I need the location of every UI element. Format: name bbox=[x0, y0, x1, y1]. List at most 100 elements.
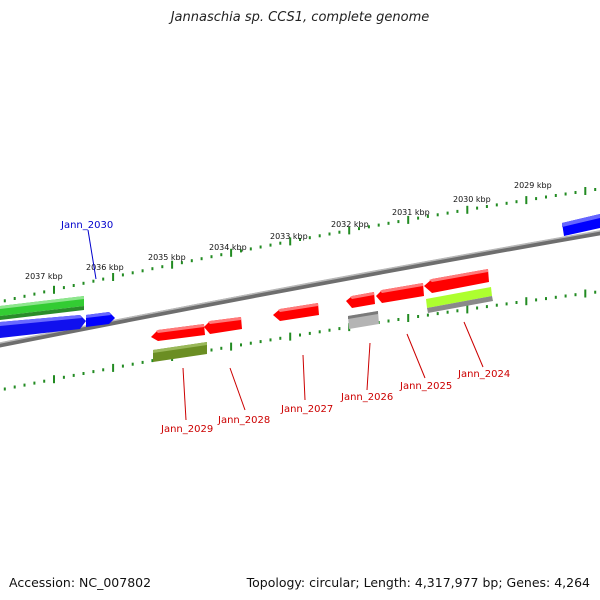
tick-minor bbox=[397, 220, 400, 224]
tick-minor bbox=[240, 249, 242, 253]
tick-minor bbox=[485, 205, 488, 208]
tick-minor bbox=[328, 328, 331, 332]
tick-minor bbox=[594, 188, 597, 191]
gene-label-jann-2030[interactable]: Jann_2030 bbox=[60, 220, 113, 231]
kbp-label: 2033 kbp bbox=[270, 232, 308, 241]
tick-minor bbox=[240, 343, 242, 347]
tick-minor bbox=[82, 372, 85, 375]
tick-minor bbox=[13, 385, 16, 389]
tick-minor bbox=[141, 360, 144, 364]
gene-labels: Jann_2030 Jann_2029 Jann_2028 Jann_2027 … bbox=[60, 220, 510, 435]
tick-minor bbox=[3, 299, 6, 303]
gene-feature-lime-shadow bbox=[427, 296, 493, 313]
gene-label-jann-2026[interactable]: Jann_2026 bbox=[340, 392, 393, 403]
tick-minor bbox=[23, 383, 26, 387]
tick-major bbox=[584, 187, 587, 195]
tick-minor bbox=[456, 309, 459, 313]
tick-minor bbox=[397, 318, 400, 321]
tick-minor bbox=[495, 203, 498, 207]
tick-minor bbox=[446, 310, 449, 314]
tick-minor bbox=[485, 305, 488, 309]
gene-feature-blue-highlight bbox=[0, 315, 82, 326]
gene-feature-lime[interactable] bbox=[426, 287, 492, 308]
tick-major bbox=[289, 237, 292, 246]
kbp-label: 2034 kbp bbox=[209, 243, 247, 252]
gene-jann-2025[interactable] bbox=[376, 283, 424, 303]
forward-strand-genes bbox=[0, 214, 600, 338]
gene-feature-green-shadow bbox=[0, 306, 84, 320]
tick-minor bbox=[387, 221, 390, 225]
tick-minor bbox=[574, 293, 577, 297]
connector-jann-2030 bbox=[87, 229, 97, 280]
tick-minor bbox=[426, 214, 429, 218]
tick-major bbox=[525, 196, 528, 205]
tick-major bbox=[230, 248, 233, 257]
gene-jann-2030-highlight bbox=[86, 312, 111, 318]
tick-minor bbox=[535, 197, 538, 201]
tick-minor bbox=[92, 370, 95, 374]
tick-minor bbox=[102, 368, 105, 372]
tick-minor bbox=[131, 362, 134, 366]
gene-label-jann-2024[interactable]: Jann_2024 bbox=[457, 369, 510, 380]
gene-label-jann-2029[interactable]: Jann_2029 bbox=[160, 424, 213, 435]
gene-label-jann-2027[interactable]: Jann_2027 bbox=[280, 404, 333, 415]
tick-minor bbox=[328, 232, 331, 236]
tick-minor bbox=[121, 364, 124, 368]
tick-minor bbox=[269, 338, 272, 342]
tick-minor bbox=[200, 257, 203, 261]
tick-minor bbox=[220, 346, 223, 350]
connector-jann-2028 bbox=[229, 367, 246, 411]
tick-minor bbox=[180, 261, 183, 265]
gene-feature-olive-highlight bbox=[153, 342, 207, 353]
gene-jann-2027-highlight bbox=[278, 303, 318, 312]
tick-major bbox=[348, 226, 351, 235]
tick-minor bbox=[62, 286, 65, 290]
tick-minor bbox=[269, 243, 272, 247]
gene-label-jann-2025[interactable]: Jann_2025 bbox=[399, 381, 452, 392]
tick-minor bbox=[62, 375, 65, 379]
kbp-label: 2029 kbp bbox=[514, 181, 552, 190]
tick-minor bbox=[564, 294, 567, 298]
tick-minor bbox=[505, 201, 508, 205]
tick-minor bbox=[476, 306, 479, 310]
tick-minor bbox=[249, 247, 252, 251]
map-title: Jannaschia sp. CCS1, complete genome bbox=[170, 10, 430, 25]
tick-major bbox=[466, 305, 469, 314]
kbp-label: 2030 kbp bbox=[453, 195, 491, 204]
tick-minor bbox=[515, 200, 518, 204]
tick-major bbox=[53, 375, 55, 384]
kbp-label: 2035 kbp bbox=[148, 253, 186, 262]
tick-major bbox=[407, 314, 410, 322]
tick-minor bbox=[299, 333, 301, 337]
tick-minor bbox=[545, 297, 547, 301]
tick-minor bbox=[318, 234, 321, 238]
gene-feature-gray-highlight bbox=[348, 311, 378, 319]
tick-minor bbox=[564, 192, 567, 196]
tick-minor bbox=[476, 206, 479, 210]
tick-minor bbox=[279, 336, 282, 340]
tick-minor bbox=[417, 216, 420, 220]
connector-jann-2025 bbox=[406, 333, 426, 379]
gene-label-jann-2028[interactable]: Jann_2028 bbox=[217, 415, 270, 426]
tick-minor bbox=[554, 194, 557, 197]
connector-jann-2026 bbox=[366, 342, 371, 391]
genome-info-label: Topology: circular; Length: 4,317,977 bp… bbox=[246, 575, 590, 590]
tick-minor bbox=[299, 238, 301, 241]
tick-minor bbox=[161, 265, 164, 269]
tick-minor bbox=[82, 281, 85, 285]
tick-minor bbox=[121, 273, 124, 277]
outer-tick-track bbox=[3, 187, 597, 303]
tick-minor bbox=[33, 381, 36, 385]
connector-jann-2027 bbox=[302, 354, 306, 401]
tick-major bbox=[525, 297, 528, 306]
gene-jann-2025-highlight bbox=[380, 283, 423, 293]
gene-jann-2028-highlight bbox=[208, 317, 241, 324]
tick-major bbox=[171, 260, 174, 269]
tick-minor bbox=[505, 302, 508, 306]
gene-jann-2024[interactable] bbox=[424, 269, 489, 293]
gene-jann-2029-highlight bbox=[156, 324, 204, 333]
tick-minor bbox=[495, 303, 498, 307]
gene-jann-2024-highlight bbox=[429, 269, 488, 282]
